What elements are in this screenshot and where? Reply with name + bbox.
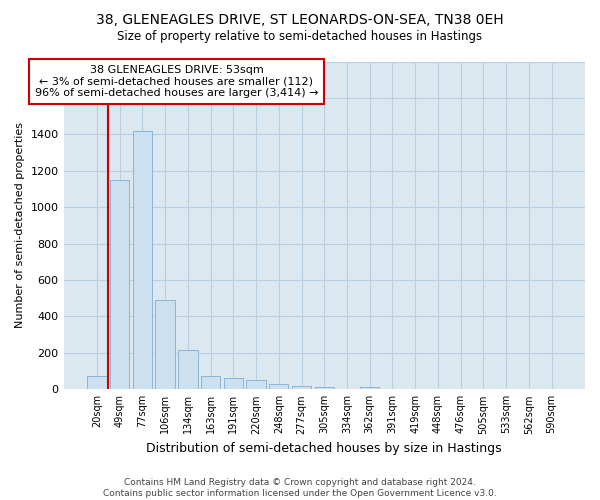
Bar	[314, 386, 334, 390]
Bar	[247, 380, 266, 390]
Bar	[155, 300, 175, 390]
Bar	[178, 350, 197, 390]
X-axis label: Distribution of semi-detached houses by size in Hastings: Distribution of semi-detached houses by …	[146, 442, 502, 455]
Text: 38 GLENEAGLES DRIVE: 53sqm
← 3% of semi-detached houses are smaller (112)
96% of: 38 GLENEAGLES DRIVE: 53sqm ← 3% of semi-…	[35, 65, 318, 98]
Bar	[360, 386, 379, 390]
Bar	[269, 384, 289, 390]
Bar	[201, 376, 220, 390]
Text: Contains HM Land Registry data © Crown copyright and database right 2024.
Contai: Contains HM Land Registry data © Crown c…	[103, 478, 497, 498]
Y-axis label: Number of semi-detached properties: Number of semi-detached properties	[15, 122, 25, 328]
Bar	[87, 376, 107, 390]
Bar	[224, 378, 243, 390]
Bar	[110, 180, 130, 390]
Text: Size of property relative to semi-detached houses in Hastings: Size of property relative to semi-detach…	[118, 30, 482, 43]
Bar	[292, 386, 311, 390]
Text: 38, GLENEAGLES DRIVE, ST LEONARDS-ON-SEA, TN38 0EH: 38, GLENEAGLES DRIVE, ST LEONARDS-ON-SEA…	[96, 12, 504, 26]
Bar	[133, 130, 152, 390]
